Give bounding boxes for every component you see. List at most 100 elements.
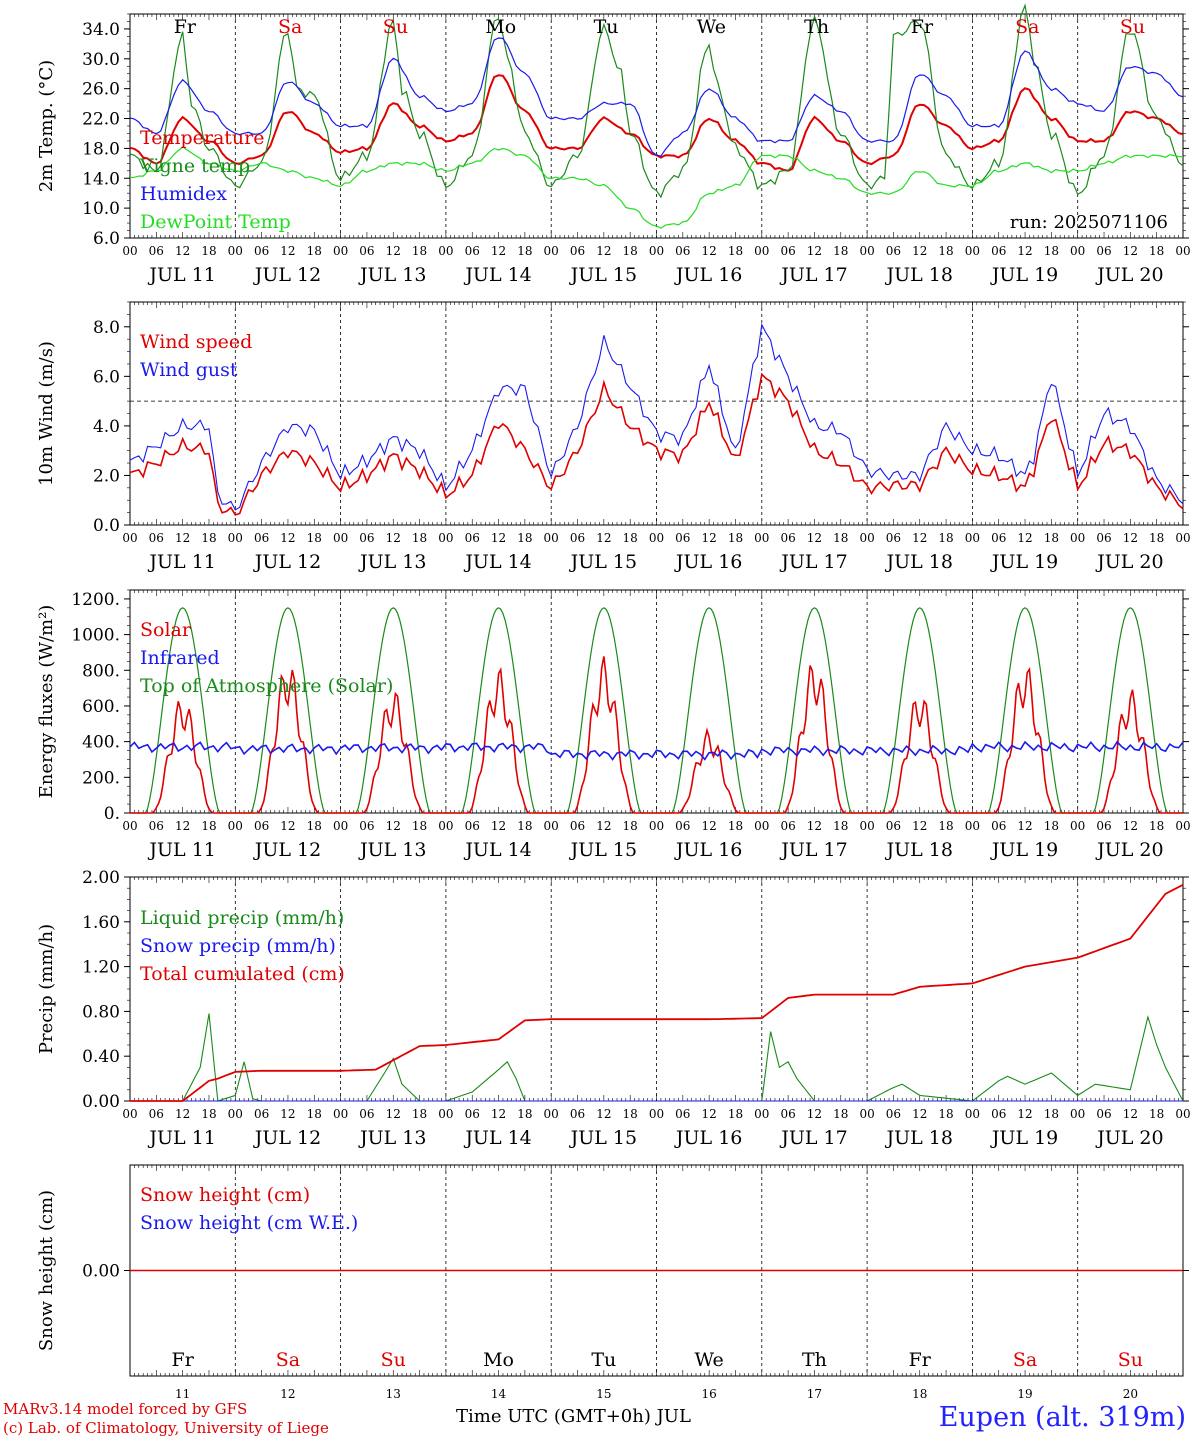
hour-tick-label: 06 <box>570 819 585 833</box>
hour-tick-label: 18 <box>728 531 743 545</box>
day-name-label: Mo <box>485 16 516 38</box>
hour-tick-label: 00 <box>122 244 137 258</box>
hour-tick-label: 00 <box>228 819 243 833</box>
date-label: JUL 16 <box>674 551 742 573</box>
date-label: JUL 18 <box>885 551 953 573</box>
date-label: JUL 11 <box>147 264 215 286</box>
hour-tick-label: 06 <box>675 244 690 258</box>
hour-tick-label: 00 <box>333 1107 348 1121</box>
hour-tick-label: 00 <box>228 244 243 258</box>
panel-temperature <box>124 3 1189 239</box>
hour-tick-label: 18 <box>623 819 638 833</box>
hour-tick-label: 00 <box>438 531 453 545</box>
y-axis-label: Snow height (cm) <box>36 1190 57 1351</box>
day-number-label: 15 <box>596 1387 611 1401</box>
series-line-dewpoint-temp <box>129 146 1184 229</box>
hour-tick-label: 18 <box>938 531 953 545</box>
hour-tick-label: 12 <box>807 819 822 833</box>
hour-tick-label: 12 <box>1017 244 1032 258</box>
hour-tick-label: 06 <box>359 531 374 545</box>
hour-tick-label: 12 <box>386 1107 401 1121</box>
day-name-label: Sa <box>276 1349 300 1371</box>
date-label: JUL 15 <box>569 551 637 573</box>
hour-tick-label: 12 <box>807 531 822 545</box>
y-tick-label: 600. <box>82 697 120 717</box>
legend-entry: Top of Atmosphere (Solar) <box>140 675 393 697</box>
hour-tick-label: 18 <box>412 819 427 833</box>
hour-tick-label: 12 <box>175 819 190 833</box>
y-tick-label: 2.00 <box>82 868 120 888</box>
y-tick-label: 6.0 <box>93 367 120 387</box>
hour-tick-label: 18 <box>307 819 322 833</box>
hour-tick-label: 06 <box>780 1107 795 1121</box>
y-tick-label: 6.0 <box>93 229 120 249</box>
panel-energy <box>124 589 1189 814</box>
hour-tick-label: 18 <box>412 1107 427 1121</box>
hour-tick-label: 12 <box>596 531 611 545</box>
series-line-solar <box>130 656 1183 814</box>
legend-entry: Wind speed <box>140 331 252 353</box>
series-line-humidex <box>129 37 1184 157</box>
date-label: JUL 19 <box>990 551 1058 573</box>
date-label: JUL 17 <box>779 839 847 861</box>
hour-tick-label: 12 <box>175 531 190 545</box>
hour-tick-label: 18 <box>412 531 427 545</box>
date-label: JUL 12 <box>253 839 321 861</box>
hour-tick-label: 00 <box>228 1107 243 1121</box>
day-name-label: We <box>697 16 726 38</box>
hour-tick-label: 06 <box>254 1107 269 1121</box>
date-label: JUL 20 <box>1095 264 1163 286</box>
legend-entry: Solar <box>140 619 192 641</box>
hour-tick-label: 12 <box>386 244 401 258</box>
lab-credit: (c) Lab. of Climatology, University of L… <box>3 1419 329 1437</box>
date-label: JUL 11 <box>147 1127 215 1149</box>
day-name-label: Th <box>804 16 829 38</box>
hour-tick-label: 06 <box>570 244 585 258</box>
y-tick-label: 800. <box>82 661 120 681</box>
y-tick-label: 1.60 <box>82 913 120 933</box>
date-label: JUL 14 <box>463 264 531 286</box>
run-label: run: 2025071106 <box>1010 212 1168 233</box>
hour-tick-label: 18 <box>201 531 216 545</box>
hour-tick-label: 06 <box>780 819 795 833</box>
legend-entry: Humidex <box>140 183 227 205</box>
hour-tick-label: 18 <box>938 244 953 258</box>
hour-tick-label: 12 <box>807 244 822 258</box>
hour-tick-label: 18 <box>1044 531 1059 545</box>
y-tick-label: 1000. <box>71 626 120 646</box>
legend-entry: Snow height (cm) <box>140 1184 310 1206</box>
y-tick-label: 34.0 <box>82 20 120 40</box>
legend-entry: Vigne temp <box>139 155 250 177</box>
y-tick-label: 26.0 <box>82 80 120 100</box>
date-label: JUL 12 <box>253 1127 321 1149</box>
date-label: JUL 18 <box>885 839 953 861</box>
hour-tick-label: 18 <box>201 244 216 258</box>
date-label: JUL 15 <box>569 1127 637 1149</box>
day-name-label: Th <box>802 1349 827 1371</box>
legend-entry: Temperature <box>140 127 264 149</box>
legend-entry: Total cumulated (cm) <box>140 963 345 985</box>
hour-tick-label: 00 <box>438 1107 453 1121</box>
day-name-label: Tu <box>591 1349 616 1371</box>
hour-tick-label: 06 <box>1096 244 1111 258</box>
hour-tick-label: 00 <box>544 244 559 258</box>
hour-tick-label: 18 <box>201 1107 216 1121</box>
y-tick-label: 30.0 <box>82 50 120 70</box>
hour-tick-label: 06 <box>886 244 901 258</box>
hour-tick-label: 12 <box>280 244 295 258</box>
hour-tick-label: 00 <box>122 531 137 545</box>
legend-entry: Infrared <box>140 647 220 669</box>
day-name-label: Tu <box>594 16 619 38</box>
day-number-label: 14 <box>491 1387 507 1401</box>
y-tick-label: 8.0 <box>93 318 120 338</box>
date-label: JUL 11 <box>147 551 215 573</box>
hour-tick-label: 12 <box>175 1107 190 1121</box>
y-tick-label: 2.0 <box>93 466 120 486</box>
hour-tick-label: 12 <box>491 819 506 833</box>
date-label: JUL 11 <box>147 839 215 861</box>
panel-precip <box>124 876 1189 1102</box>
hour-tick-label: 12 <box>912 244 927 258</box>
hour-tick-label: 06 <box>254 819 269 833</box>
day-name-label: Fr <box>172 1349 195 1371</box>
